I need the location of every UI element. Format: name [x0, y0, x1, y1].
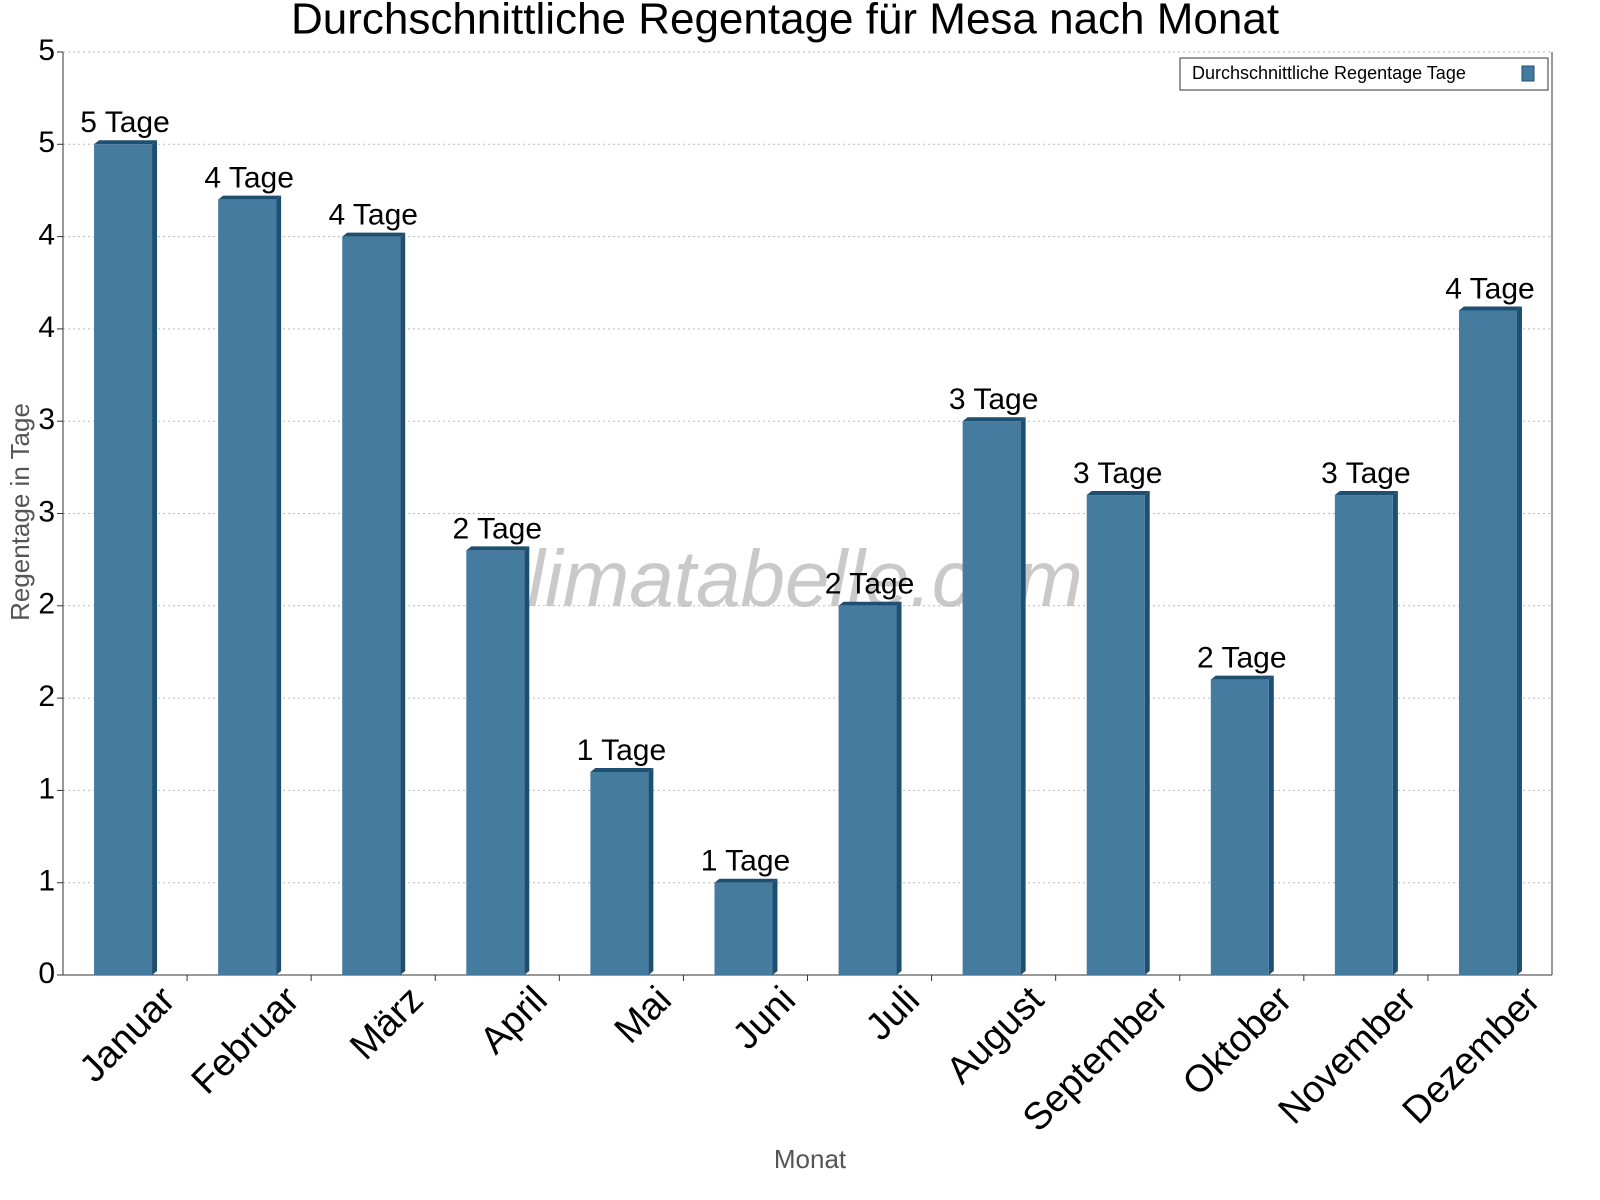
- bar-group: [94, 140, 158, 976]
- bar: [1334, 495, 1393, 975]
- x-tick-label: Oktober: [1175, 979, 1301, 1105]
- bar-side: [1268, 675, 1274, 975]
- data-label: 3 Tage: [1321, 457, 1411, 490]
- bar-group: [1086, 491, 1150, 975]
- data-label: 1 Tage: [701, 845, 791, 878]
- x-tick-label: Juni: [725, 979, 804, 1058]
- x-tick-label: März: [342, 979, 431, 1068]
- bar-top: [838, 601, 902, 606]
- bar-top: [1334, 491, 1398, 496]
- chart-title: Durchschnittliche Regentage für Mesa nac…: [291, 0, 1279, 44]
- bar-side: [772, 878, 778, 975]
- bar-top: [1210, 675, 1274, 680]
- data-label: 2 Tage: [1197, 642, 1287, 675]
- bar: [94, 144, 153, 976]
- bar-group: [962, 417, 1026, 975]
- data-label: 1 Tage: [577, 734, 667, 767]
- bar: [466, 550, 525, 975]
- bar: [1086, 495, 1145, 975]
- bar-group: [590, 767, 654, 975]
- bar-side: [648, 767, 654, 975]
- bar-top: [714, 878, 778, 883]
- bar: [838, 605, 897, 975]
- bar-group: [714, 878, 778, 975]
- data-label: 4 Tage: [328, 199, 418, 232]
- bar-group: [218, 195, 282, 975]
- y-tick-label: 1: [38, 772, 55, 805]
- data-label: 2 Tage: [453, 512, 543, 545]
- legend-box: [1179, 57, 1549, 91]
- y-tick-label: 3: [38, 495, 55, 528]
- bar-group: [1210, 675, 1274, 975]
- bar-top: [1458, 306, 1522, 311]
- bar-side: [896, 601, 902, 975]
- bar: [962, 421, 1021, 975]
- x-tick-label: Januar: [72, 979, 184, 1091]
- bar: [1458, 310, 1517, 975]
- bar-group: [1334, 491, 1398, 975]
- bar-top: [342, 232, 406, 237]
- y-tick-label: 2: [38, 680, 55, 713]
- y-axis-label: Regentage in Tage: [5, 403, 35, 621]
- legend-label: Durchschnittliche Regentage Tage: [1192, 63, 1466, 83]
- data-label: 5 Tage: [80, 106, 170, 139]
- data-label: 3 Tage: [949, 383, 1039, 416]
- bar-top: [590, 767, 654, 772]
- legend-swatch: [1521, 65, 1535, 82]
- bar-top: [466, 546, 530, 551]
- bar-side: [1020, 417, 1026, 975]
- bar-side: [1516, 306, 1522, 975]
- bar-top: [1086, 491, 1150, 496]
- bar-group: [1458, 306, 1522, 975]
- bar-side: [1392, 491, 1398, 975]
- bar-group: [838, 601, 902, 975]
- y-tick-label: 5: [38, 34, 55, 67]
- x-tick-label: Dezember: [1395, 979, 1549, 1133]
- bar-side: [400, 232, 406, 976]
- bar-top: [218, 195, 282, 200]
- x-tick-label: Februar: [184, 979, 308, 1103]
- data-label: 4 Tage: [204, 162, 294, 195]
- y-tick-label: 1: [38, 865, 55, 898]
- y-tick-label: 2: [38, 588, 55, 621]
- bar: [714, 882, 773, 975]
- x-tick-label: April: [472, 979, 555, 1062]
- bar-group: [466, 546, 530, 975]
- bar-side: [1144, 491, 1150, 975]
- bar-side: [276, 195, 282, 975]
- bar-group: [342, 232, 406, 976]
- y-tick-label: 3: [38, 403, 55, 436]
- x-tick-label: August: [939, 978, 1053, 1092]
- x-tick-label: Mai: [607, 979, 680, 1052]
- x-axis-label: Monat: [774, 1144, 847, 1174]
- data-label: 4 Tage: [1445, 272, 1535, 305]
- y-tick-label: 5: [38, 126, 55, 159]
- bar: [1210, 679, 1269, 975]
- bar: [590, 771, 649, 975]
- y-tick-label: 4: [38, 219, 55, 252]
- bar: [342, 236, 401, 976]
- bar-top: [962, 417, 1026, 422]
- data-label: 2 Tage: [825, 568, 915, 601]
- x-tick-label: Juli: [858, 979, 928, 1049]
- y-tick-label: 0: [38, 957, 55, 990]
- y-tick-label: 4: [38, 311, 55, 344]
- bar-side: [152, 140, 158, 976]
- bar-top: [94, 140, 158, 145]
- bar: [218, 199, 277, 975]
- bar-side: [524, 546, 530, 975]
- data-label: 3 Tage: [1073, 457, 1163, 490]
